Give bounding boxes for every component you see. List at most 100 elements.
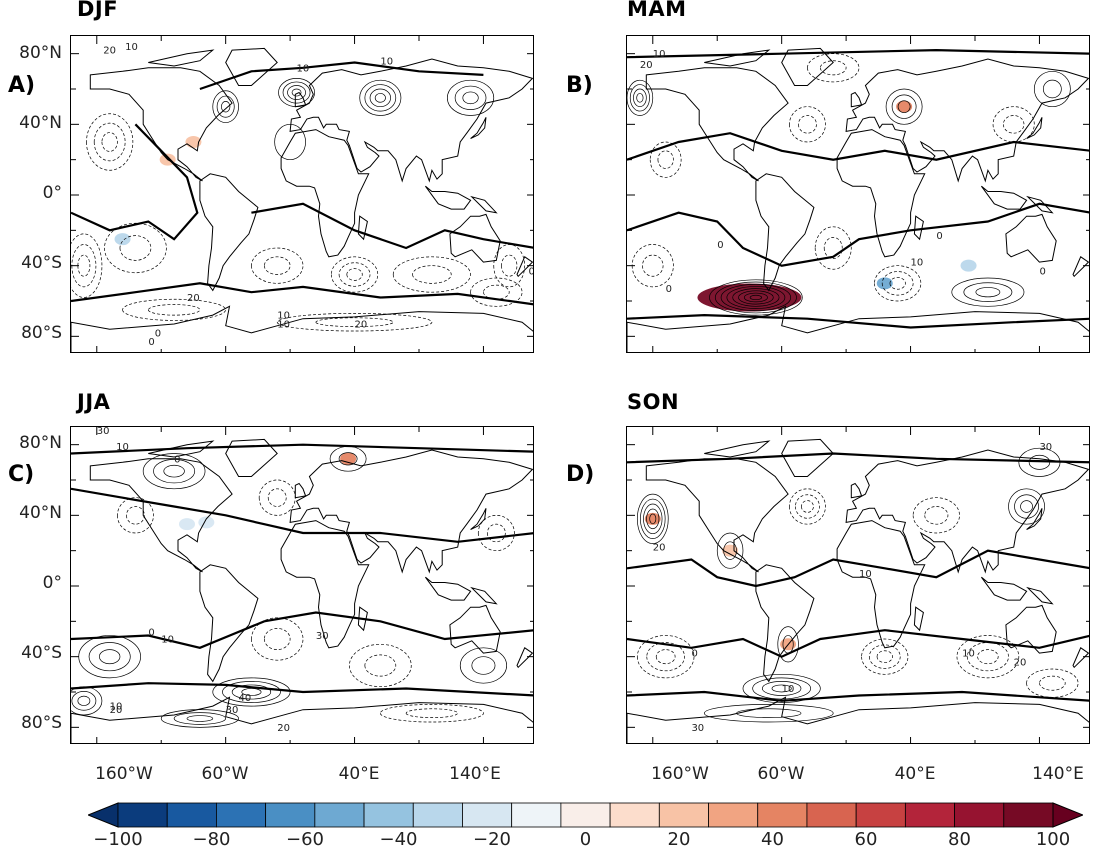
colorbar-cell [412, 802, 463, 828]
coastline-new-guinea [470, 586, 498, 605]
negative-contour [263, 256, 291, 275]
coastline-madagascar [913, 215, 924, 241]
negative-contour [798, 115, 817, 134]
lat-tick-label: 40°S [21, 253, 62, 273]
negative-contour [1003, 115, 1025, 134]
lon-tick-label: 140°E [1032, 764, 1084, 784]
contour-label: 10 [110, 702, 123, 713]
coastline-greenland [225, 47, 278, 86]
coastline-africa [836, 520, 926, 649]
positive-contour [951, 277, 1025, 307]
shaded-anomaly [876, 277, 893, 290]
colorbar-tick-label: 60 [854, 829, 878, 850]
positive-contour [726, 286, 786, 309]
contour-label: 10 [161, 635, 174, 646]
shaded-anomaly [340, 452, 357, 465]
negative-contour [486, 523, 506, 543]
coastline-new-zealand [516, 256, 533, 278]
positive-contour [636, 93, 644, 103]
negative-contour [881, 271, 914, 296]
contour-label: 20 [1014, 658, 1027, 669]
positive-contour [736, 708, 802, 718]
negative-contour [77, 254, 91, 277]
season-title: JJA [77, 390, 111, 414]
positive-contour [216, 95, 235, 118]
positive-contour [627, 79, 654, 116]
coastline-australia [1005, 604, 1057, 654]
colorbar-cell [954, 802, 1005, 828]
negative-contour [992, 106, 1035, 143]
positive-contour [891, 94, 917, 119]
negative-contour [956, 635, 1020, 679]
negative-contour [501, 254, 518, 277]
positive-contour [703, 704, 834, 723]
colorbar-tick-label: 0 [579, 829, 592, 850]
positive-contour [329, 446, 367, 472]
panel-label: C) [8, 462, 35, 487]
positive-contour [212, 90, 239, 123]
positive-contour [454, 85, 487, 110]
negative-contour [636, 635, 695, 679]
coastline-japan [470, 508, 487, 530]
coastline-arctic-islands [704, 49, 771, 67]
colorbar-cell [363, 802, 414, 828]
map-frame: 30 10 0 0 10 30 10 20 40 30 20 [70, 426, 534, 744]
lon-tick-label: 140°E [449, 764, 501, 784]
coastline-uk [294, 482, 307, 499]
positive-contour [459, 647, 507, 684]
positive-contour [723, 541, 737, 560]
positive-contour [212, 677, 291, 707]
contour-label: 0 [666, 284, 672, 295]
zero-contour [627, 313, 1089, 329]
colorbar-cell [216, 802, 267, 828]
positive-contour [782, 635, 794, 654]
positive-contour [1020, 500, 1033, 513]
lon-tick-label: 60°W [201, 764, 249, 784]
negative-contour [789, 106, 826, 143]
positive-contour [749, 294, 763, 301]
positive-contour [738, 290, 774, 305]
map-frame: 20 10 10 10 0 20 0 10 20 10 0 [70, 35, 534, 353]
coastline-north-america [645, 67, 789, 182]
negative-contour [819, 60, 847, 76]
positive-contour [732, 288, 780, 307]
positive-contour [364, 84, 397, 112]
negative-contour [876, 650, 893, 663]
positive-contour [743, 292, 768, 303]
positive-contour [714, 281, 797, 314]
negative-contour [71, 244, 97, 288]
negative-contour [147, 304, 201, 316]
positive-contour [186, 715, 214, 722]
zero-contour [627, 202, 1089, 267]
positive-contour [77, 695, 91, 706]
contour-label: 10 [277, 311, 290, 322]
lat-tick-label: 0° [42, 573, 62, 593]
lon-tick-label: 40°E [894, 764, 936, 784]
positive-contour [633, 88, 647, 108]
map-frame: 30 20 0 10 10 20 10 30 [626, 426, 1090, 744]
colorbar-cell [757, 802, 808, 828]
positive-contour [975, 287, 1001, 298]
contour-label: 30 [97, 427, 110, 437]
lon-tick-label: 40°E [338, 764, 380, 784]
coastline-antarctica [627, 305, 1089, 352]
lon-tick-label: 60°W [757, 764, 805, 784]
negative-contour [912, 497, 960, 534]
contour-label: 20 [187, 293, 200, 304]
zero-contour [251, 202, 533, 250]
positive-contour [1014, 494, 1039, 519]
coastline-new-zealand [516, 647, 533, 669]
lon-tick-label: 160°W [651, 764, 709, 784]
negative-contour [801, 500, 814, 513]
shaded-anomaly [114, 233, 131, 246]
lat-tick-label: 40°N [19, 503, 62, 523]
coastline-south-america [755, 564, 815, 683]
positive-contour [282, 81, 311, 104]
contour-label: 10 [782, 684, 795, 695]
negative-contour [258, 479, 296, 516]
colorbar-tick-label: 100 [1035, 829, 1071, 850]
colorbar-canvas [86, 802, 1085, 828]
positive-contour [338, 452, 358, 466]
negative-contour [814, 226, 852, 270]
coastline-australia [1005, 213, 1057, 263]
